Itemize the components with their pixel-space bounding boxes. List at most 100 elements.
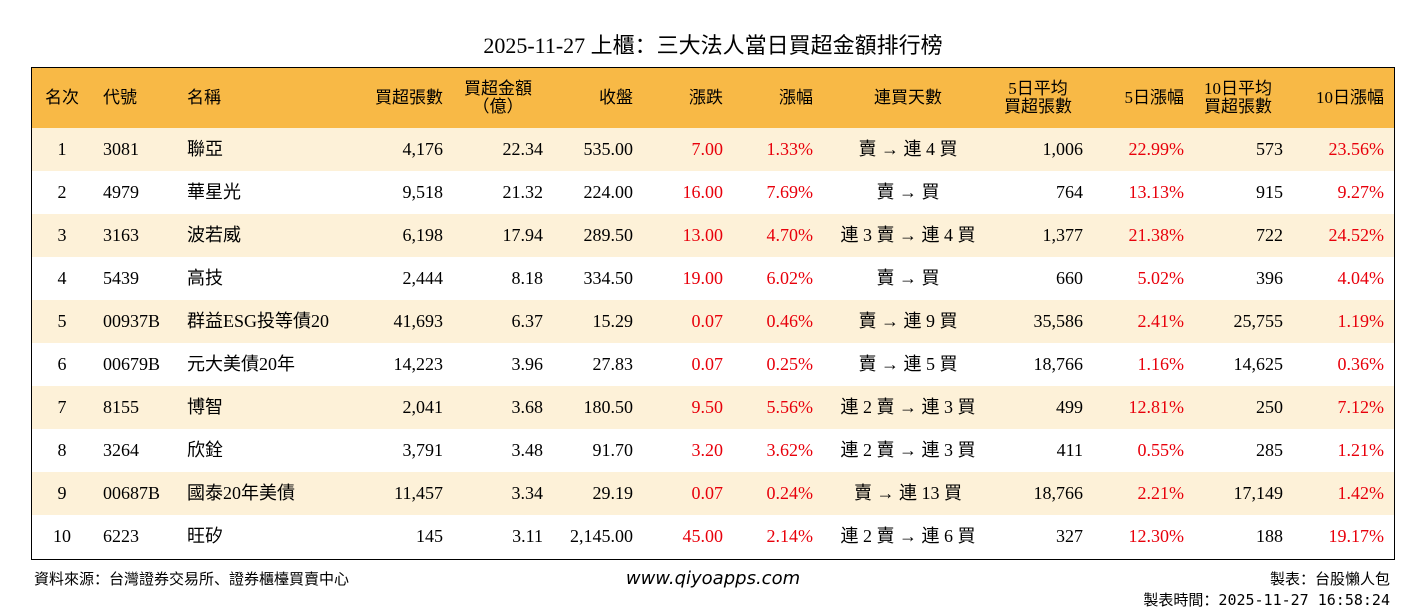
cell: 289.50 xyxy=(583,225,634,245)
row-bg xyxy=(32,386,1394,429)
cell: 連 2 賣 → 連 3 買 xyxy=(840,440,976,460)
cell: 10 xyxy=(53,526,71,546)
cell: 45.00 xyxy=(682,526,724,546)
cell: 29.19 xyxy=(592,483,634,503)
cell: 高技 xyxy=(187,268,223,288)
cell: 14,625 xyxy=(1233,354,1284,374)
cell: 4.04% xyxy=(1337,268,1385,288)
cell: 16.00 xyxy=(682,182,724,202)
cell: 2,444 xyxy=(402,268,444,288)
cell: 9.27% xyxy=(1337,182,1385,202)
header-cell: 漲幅 xyxy=(779,88,813,107)
header-cell: 漲跌 xyxy=(689,88,723,107)
cell: 8155 xyxy=(103,397,139,417)
website: www.qiyoapps.com xyxy=(625,568,801,589)
cell: 334.50 xyxy=(583,268,634,288)
cell: 7 xyxy=(57,397,67,417)
cell: 賣 → 連 5 買 xyxy=(858,354,958,374)
cell: 327 xyxy=(1056,526,1083,546)
cell: 賣 → 連 9 買 xyxy=(858,311,958,331)
time: 製表時間：2025-11-27 16:58:24 xyxy=(1143,591,1390,609)
cell: 3.48 xyxy=(511,440,544,460)
author: 製表：台股懶人包 xyxy=(1269,570,1390,588)
cell: 23.56% xyxy=(1328,139,1385,159)
cell: 3.96 xyxy=(511,354,544,374)
cell: 3163 xyxy=(103,225,139,245)
cell: 11,457 xyxy=(394,483,443,503)
cell: 535.00 xyxy=(583,139,634,159)
cell: 3.68 xyxy=(511,397,544,417)
cell: 12.81% xyxy=(1128,397,1185,417)
cell: 0.07 xyxy=(691,483,724,503)
cell: 2.21% xyxy=(1137,483,1185,503)
cell: 0.46% xyxy=(766,311,814,331)
cell: 41,693 xyxy=(393,311,444,331)
cell: 22.34 xyxy=(502,139,544,159)
cell: 連 3 賣 → 連 4 買 xyxy=(840,225,976,245)
cell: 5 xyxy=(57,311,67,331)
cell: 411 xyxy=(1056,440,1083,460)
cell: 0.55% xyxy=(1137,440,1185,460)
cell: 35,586 xyxy=(1033,311,1084,331)
cell: 0.24% xyxy=(766,483,814,503)
cell: 499 xyxy=(1056,397,1083,417)
cell: 19.17% xyxy=(1328,526,1385,546)
cell: 1,377 xyxy=(1042,225,1084,245)
cell: 21.32 xyxy=(502,182,544,202)
cell: 9 xyxy=(57,483,67,503)
cell: 3081 xyxy=(103,139,139,159)
cell: 2.41% xyxy=(1137,311,1185,331)
cell: 15.29 xyxy=(592,311,634,331)
header-cell: 代號 xyxy=(103,88,137,107)
cell: 12.30% xyxy=(1128,526,1185,546)
cell: 5.56% xyxy=(766,397,814,417)
cell: 17,149 xyxy=(1233,483,1284,503)
cell: 9,518 xyxy=(402,182,444,202)
header-cell: 買超金額 xyxy=(464,79,532,98)
cell: 6.02% xyxy=(766,268,814,288)
cell: 1.33% xyxy=(766,139,814,159)
cell: 573 xyxy=(1256,139,1283,159)
cell: 17.94 xyxy=(502,225,544,245)
header-cell: 5日漲幅 xyxy=(1124,88,1185,107)
cell: 7.00 xyxy=(691,139,724,159)
cell: 285 xyxy=(1256,440,1283,460)
cell: 19.00 xyxy=(682,268,724,288)
header-cell: 收盤 xyxy=(599,88,633,107)
cell: 欣銓 xyxy=(187,440,223,460)
row-bg xyxy=(32,214,1394,257)
cell: 0.07 xyxy=(691,354,724,374)
cell: 賣 → 連 4 買 xyxy=(858,139,958,159)
header-cell: 連買天數 xyxy=(874,88,942,107)
cell: 27.83 xyxy=(592,354,634,374)
cell: 0.07 xyxy=(691,311,724,331)
cell: 聯亞 xyxy=(187,139,223,159)
cell: 4.70% xyxy=(766,225,814,245)
cell: 0.25% xyxy=(766,354,814,374)
cell: 波若威 xyxy=(187,225,241,245)
cell: 18,766 xyxy=(1033,354,1084,374)
cell: 14,223 xyxy=(393,354,444,374)
header-cell: 名稱 xyxy=(187,88,221,107)
cell: 3.34 xyxy=(511,483,544,503)
cell: 1.42% xyxy=(1337,483,1385,503)
header-cell: 買超張數 xyxy=(1204,97,1272,116)
cell: 25,755 xyxy=(1233,311,1284,331)
cell: 250 xyxy=(1256,397,1283,417)
cell: 00679B xyxy=(103,354,161,374)
cell: 4 xyxy=(57,268,67,288)
cell: 91.70 xyxy=(592,440,634,460)
cell: 915 xyxy=(1256,182,1283,202)
cell: 2,041 xyxy=(402,397,444,417)
header-cell: 買超張數 xyxy=(375,88,443,107)
cell: 賣 → 買 xyxy=(876,268,940,288)
cell: 2 xyxy=(57,182,67,202)
cell: 7.69% xyxy=(766,182,814,202)
title: 2025-11-27 上櫃：三大法人當日買超金額排行榜 xyxy=(483,33,943,58)
cell: 1 xyxy=(57,139,67,159)
cell: 396 xyxy=(1256,268,1283,288)
cell: 6.37 xyxy=(511,311,544,331)
row-bg xyxy=(32,128,1394,171)
cell: 3.20 xyxy=(691,440,724,460)
cell: 4,176 xyxy=(402,139,444,159)
